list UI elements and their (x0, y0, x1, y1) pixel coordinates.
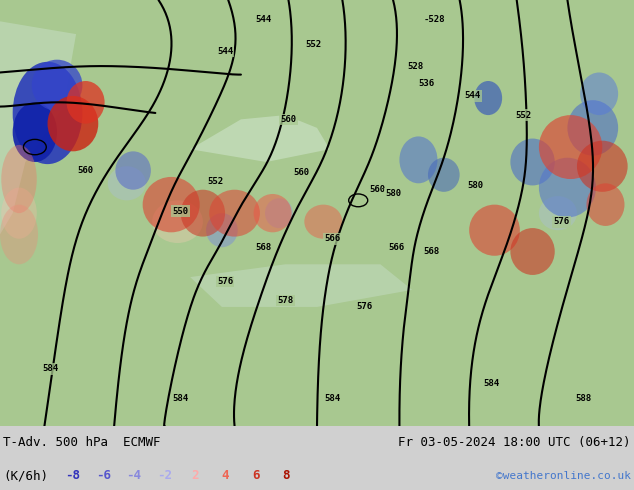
Text: 536: 536 (418, 78, 434, 88)
Ellipse shape (13, 102, 57, 162)
Ellipse shape (206, 213, 238, 247)
Text: 568: 568 (423, 247, 439, 256)
Ellipse shape (254, 194, 292, 232)
Ellipse shape (510, 228, 555, 275)
Ellipse shape (48, 96, 98, 151)
Ellipse shape (586, 183, 624, 226)
Ellipse shape (32, 60, 82, 111)
Ellipse shape (1, 188, 37, 239)
Text: 8: 8 (282, 469, 290, 483)
Text: -6: -6 (96, 469, 111, 483)
Text: 550: 550 (172, 206, 189, 216)
Ellipse shape (469, 205, 520, 256)
Text: 544: 544 (255, 15, 271, 24)
Ellipse shape (428, 158, 460, 192)
Text: 576: 576 (553, 217, 569, 226)
Text: -528: -528 (424, 15, 445, 24)
Ellipse shape (399, 136, 437, 183)
Text: 568: 568 (255, 243, 271, 252)
Ellipse shape (13, 62, 82, 164)
Ellipse shape (567, 100, 618, 156)
Ellipse shape (265, 198, 293, 228)
Text: Fr 03-05-2024 18:00 UTC (06+12): Fr 03-05-2024 18:00 UTC (06+12) (398, 436, 631, 449)
Ellipse shape (510, 139, 555, 185)
Text: -2: -2 (157, 469, 172, 483)
Text: 566: 566 (388, 243, 404, 252)
Ellipse shape (143, 177, 200, 232)
Text: 552: 552 (306, 40, 322, 49)
Ellipse shape (181, 190, 225, 237)
Text: 544: 544 (464, 92, 481, 100)
Text: 6: 6 (252, 469, 259, 483)
Ellipse shape (539, 158, 596, 218)
Text: 580: 580 (467, 181, 484, 190)
Ellipse shape (539, 115, 602, 179)
Ellipse shape (304, 205, 342, 239)
Ellipse shape (152, 200, 203, 243)
Ellipse shape (67, 81, 105, 123)
Text: 576: 576 (217, 277, 233, 286)
Text: 578: 578 (277, 296, 294, 305)
Text: 584: 584 (172, 394, 189, 403)
Text: 552: 552 (515, 111, 531, 120)
Ellipse shape (209, 190, 260, 237)
Text: 4: 4 (221, 469, 229, 483)
Text: -4: -4 (126, 469, 141, 483)
Ellipse shape (115, 151, 151, 190)
Text: 560: 560 (293, 168, 309, 177)
Text: 588: 588 (575, 394, 592, 403)
Text: ©weatheronline.co.uk: ©weatheronline.co.uk (496, 471, 631, 481)
Text: 2: 2 (191, 469, 198, 483)
Polygon shape (190, 115, 330, 162)
Text: 560: 560 (280, 115, 297, 124)
Polygon shape (190, 264, 412, 307)
Text: 584: 584 (42, 364, 59, 373)
Text: 528: 528 (407, 62, 424, 71)
Ellipse shape (474, 81, 502, 115)
Ellipse shape (580, 73, 618, 115)
Text: 580: 580 (385, 190, 401, 198)
Ellipse shape (539, 196, 577, 230)
Text: 544: 544 (217, 47, 233, 56)
Polygon shape (0, 21, 76, 234)
Ellipse shape (577, 141, 628, 192)
Ellipse shape (1, 145, 37, 213)
Text: -8: -8 (65, 469, 81, 483)
Text: 576: 576 (356, 302, 373, 312)
Text: (K/6h): (K/6h) (3, 469, 48, 483)
Text: 584: 584 (325, 394, 341, 403)
Text: 552: 552 (207, 177, 224, 186)
Ellipse shape (108, 166, 146, 200)
Text: 584: 584 (483, 379, 500, 388)
Text: T-Adv. 500 hPa  ECMWF: T-Adv. 500 hPa ECMWF (3, 436, 160, 449)
Ellipse shape (0, 205, 38, 264)
Text: 560: 560 (77, 166, 94, 175)
Text: 566: 566 (325, 234, 341, 243)
Text: 560: 560 (369, 185, 385, 194)
